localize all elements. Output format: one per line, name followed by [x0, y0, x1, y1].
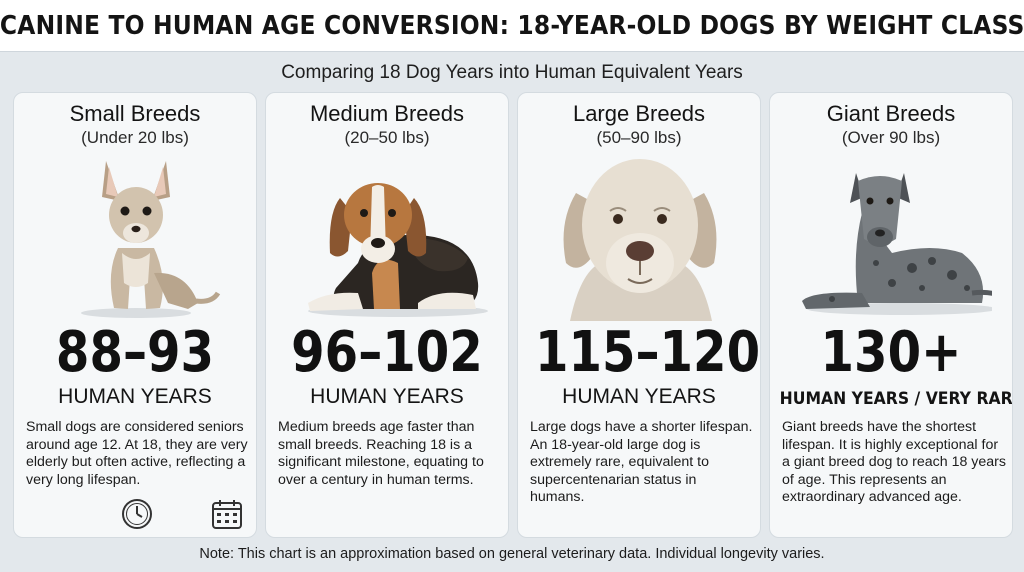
card-description: Medium breeds age faster than small bree… [278, 419, 484, 488]
weight-range: (50–90 lbs) [596, 128, 682, 147]
great-dane-image [792, 153, 992, 321]
page-subtitle: Comparing 18 Dog Years into Human Equiva… [281, 62, 743, 83]
human-age-value: 96–102 [291, 320, 483, 385]
chihuahua-image [36, 153, 236, 321]
weight-range: (20–50 lbs) [344, 128, 430, 147]
weight-range: (Over 90 lbs) [841, 128, 941, 147]
human-age-unit: HUMAN YEARS [310, 385, 464, 408]
card-giant-breeds: Giant Breeds (Over 90 lbs) [769, 92, 1013, 538]
weight-range: (Under 20 lbs) [81, 128, 189, 147]
beagle-image [288, 153, 488, 321]
human-age-unit: HUMAN YEARS [562, 385, 716, 408]
card-small-breeds: Small Breeds (Under 20 lbs) [13, 92, 257, 538]
clock-icon [122, 499, 152, 529]
card-title: Giant Breeds [826, 101, 956, 126]
card-description: Small dogs are considered seniors around… [26, 419, 248, 488]
card-description: Large dogs have a shorter lifespan. An 1… [530, 419, 753, 505]
card-medium-breeds: Medium Breeds (20–50 lbs) [265, 92, 509, 538]
title-bar: CANINE TO HUMAN AGE CONVERSION: 18-YEAR-… [0, 0, 1024, 52]
labrador-image [540, 153, 740, 321]
human-age-value: 88–93 [55, 320, 215, 385]
breed-cards: Small Breeds (Under 20 lbs) [13, 92, 1013, 538]
calendar-icon [212, 500, 242, 529]
human-age-unit: HUMAN YEARS / VERY RARE [779, 389, 1013, 409]
card-title: Large Breeds [572, 101, 706, 126]
human-age-value: 115–120 [534, 320, 761, 385]
card-large-breeds: Large Breeds (50–90 lbs) 115–120 [517, 92, 761, 538]
page-title: CANINE TO HUMAN AGE CONVERSION: 18-YEAR-… [0, 10, 1024, 41]
human-age-unit: HUMAN YEARS [58, 385, 212, 408]
card-title: Small Breeds [69, 101, 201, 126]
human-age-value: 130+ [820, 320, 962, 385]
card-description: Giant breeds have the shortest lifespan.… [782, 419, 1007, 505]
card-title: Medium Breeds [309, 101, 465, 126]
footer-note: Note: This chart is an approximation bas… [199, 546, 825, 562]
